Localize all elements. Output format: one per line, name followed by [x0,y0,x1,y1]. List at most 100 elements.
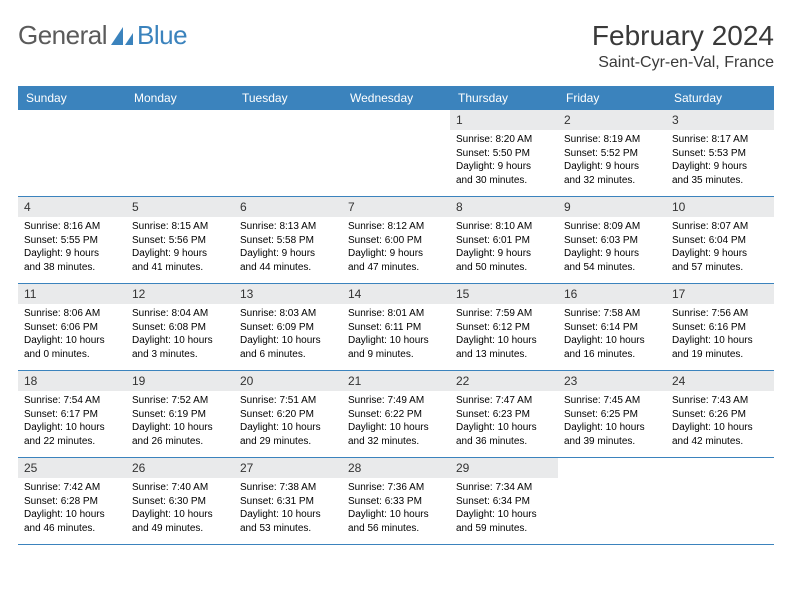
day-cell: 27Sunrise: 7:38 AMSunset: 6:31 PMDayligh… [234,458,342,544]
day-cell: 4Sunrise: 8:16 AMSunset: 5:55 PMDaylight… [18,197,126,283]
day-sunset: Sunset: 6:34 PM [456,495,552,509]
day-sunrise: Sunrise: 8:20 AM [456,133,552,147]
day-day1: Daylight: 9 hours [456,247,552,261]
day-day2: and 26 minutes. [132,435,228,449]
day-day2: and 46 minutes. [24,522,120,536]
day-cell: 17Sunrise: 7:56 AMSunset: 6:16 PMDayligh… [666,284,774,370]
day-number: 21 [348,374,444,388]
day-day2: and 6 minutes. [240,348,336,362]
day-sunrise: Sunrise: 7:43 AM [672,394,768,408]
day-number: 15 [456,287,552,301]
weekday-header: Sunday [18,86,126,110]
day-day2: and 59 minutes. [456,522,552,536]
day-number-bar: 28 [342,458,450,478]
day-number: 22 [456,374,552,388]
day-day2: and 22 minutes. [24,435,120,449]
day-number: 11 [24,287,120,301]
day-day1: Daylight: 9 hours [672,160,768,174]
day-cell: 29Sunrise: 7:34 AMSunset: 6:34 PMDayligh… [450,458,558,544]
day-number-bar: 9 [558,197,666,217]
day-sunset: Sunset: 5:55 PM [24,234,120,248]
day-cell: 8Sunrise: 8:10 AMSunset: 6:01 PMDaylight… [450,197,558,283]
day-number-bar: 7 [342,197,450,217]
day-number: 18 [24,374,120,388]
day-number: 9 [564,200,660,214]
weekday-header: Tuesday [234,86,342,110]
day-sunset: Sunset: 6:08 PM [132,321,228,335]
day-number: 16 [564,287,660,301]
day-cell [234,110,342,196]
day-number: 4 [24,200,120,214]
day-cell: 1Sunrise: 8:20 AMSunset: 5:50 PMDaylight… [450,110,558,196]
day-day1: Daylight: 9 hours [348,247,444,261]
day-day1: Daylight: 9 hours [456,160,552,174]
day-sunset: Sunset: 6:19 PM [132,408,228,422]
day-sunset: Sunset: 6:16 PM [672,321,768,335]
day-sunrise: Sunrise: 7:56 AM [672,307,768,321]
day-sunset: Sunset: 6:25 PM [564,408,660,422]
day-sunrise: Sunrise: 8:09 AM [564,220,660,234]
day-day1: Daylight: 10 hours [564,334,660,348]
day-sunrise: Sunrise: 7:54 AM [24,394,120,408]
day-number: 27 [240,461,336,475]
day-day1: Daylight: 10 hours [348,421,444,435]
day-sunrise: Sunrise: 8:17 AM [672,133,768,147]
day-number-bar: 27 [234,458,342,478]
day-sunset: Sunset: 6:20 PM [240,408,336,422]
logo-sail-icon [109,25,135,47]
day-day1: Daylight: 10 hours [456,421,552,435]
header: General Blue February 2024 Saint-Cyr-en-… [18,20,774,72]
day-cell: 15Sunrise: 7:59 AMSunset: 6:12 PMDayligh… [450,284,558,370]
day-day2: and 16 minutes. [564,348,660,362]
day-cell: 16Sunrise: 7:58 AMSunset: 6:14 PMDayligh… [558,284,666,370]
day-cell: 11Sunrise: 8:06 AMSunset: 6:06 PMDayligh… [18,284,126,370]
day-number-bar: 19 [126,371,234,391]
day-day1: Daylight: 10 hours [240,421,336,435]
day-sunset: Sunset: 6:11 PM [348,321,444,335]
day-number: 8 [456,200,552,214]
day-cell: 10Sunrise: 8:07 AMSunset: 6:04 PMDayligh… [666,197,774,283]
day-number: 24 [672,374,768,388]
location: Saint-Cyr-en-Val, France [592,54,774,72]
day-day2: and 0 minutes. [24,348,120,362]
day-cell: 20Sunrise: 7:51 AMSunset: 6:20 PMDayligh… [234,371,342,457]
day-day1: Daylight: 9 hours [564,160,660,174]
day-number: 14 [348,287,444,301]
day-cell: 21Sunrise: 7:49 AMSunset: 6:22 PMDayligh… [342,371,450,457]
day-day2: and 29 minutes. [240,435,336,449]
day-number: 7 [348,200,444,214]
day-cell: 6Sunrise: 8:13 AMSunset: 5:58 PMDaylight… [234,197,342,283]
day-sunset: Sunset: 6:01 PM [456,234,552,248]
day-number-bar: 4 [18,197,126,217]
day-cell: 25Sunrise: 7:42 AMSunset: 6:28 PMDayligh… [18,458,126,544]
weeks-container: 1Sunrise: 8:20 AMSunset: 5:50 PMDaylight… [18,110,774,545]
day-cell: 3Sunrise: 8:17 AMSunset: 5:53 PMDaylight… [666,110,774,196]
day-day2: and 35 minutes. [672,174,768,188]
day-cell: 19Sunrise: 7:52 AMSunset: 6:19 PMDayligh… [126,371,234,457]
day-number-bar: 11 [18,284,126,304]
day-cell: 2Sunrise: 8:19 AMSunset: 5:52 PMDaylight… [558,110,666,196]
title-block: February 2024 Saint-Cyr-en-Val, France [592,20,774,72]
day-sunset: Sunset: 6:22 PM [348,408,444,422]
day-cell: 14Sunrise: 8:01 AMSunset: 6:11 PMDayligh… [342,284,450,370]
day-cell [558,458,666,544]
day-day2: and 32 minutes. [348,435,444,449]
week-row: 4Sunrise: 8:16 AMSunset: 5:55 PMDaylight… [18,197,774,284]
day-sunset: Sunset: 6:03 PM [564,234,660,248]
day-number-bar: 1 [450,110,558,130]
day-sunrise: Sunrise: 7:38 AM [240,481,336,495]
day-number-bar: 24 [666,371,774,391]
day-day1: Daylight: 10 hours [564,421,660,435]
day-cell: 18Sunrise: 7:54 AMSunset: 6:17 PMDayligh… [18,371,126,457]
day-sunset: Sunset: 6:33 PM [348,495,444,509]
day-day2: and 9 minutes. [348,348,444,362]
day-sunrise: Sunrise: 8:19 AM [564,133,660,147]
weekday-header: Monday [126,86,234,110]
weekday-header: Friday [558,86,666,110]
day-number: 29 [456,461,552,475]
day-number: 12 [132,287,228,301]
day-cell: 7Sunrise: 8:12 AMSunset: 6:00 PMDaylight… [342,197,450,283]
day-number: 17 [672,287,768,301]
day-sunrise: Sunrise: 7:40 AM [132,481,228,495]
day-number: 20 [240,374,336,388]
